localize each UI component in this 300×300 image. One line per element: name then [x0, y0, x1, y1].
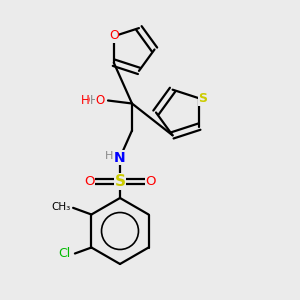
Text: O: O: [109, 29, 119, 42]
Text: S: S: [115, 174, 125, 189]
Text: O: O: [95, 94, 104, 107]
Text: H: H: [90, 94, 99, 107]
Text: H: H: [104, 151, 113, 161]
Text: S: S: [199, 92, 208, 105]
Text: CH₃: CH₃: [51, 202, 71, 212]
Text: HO: HO: [81, 94, 99, 107]
Text: O: O: [84, 175, 94, 188]
Text: Cl: Cl: [58, 247, 70, 260]
Text: O: O: [146, 175, 156, 188]
Text: N: N: [114, 151, 126, 164]
